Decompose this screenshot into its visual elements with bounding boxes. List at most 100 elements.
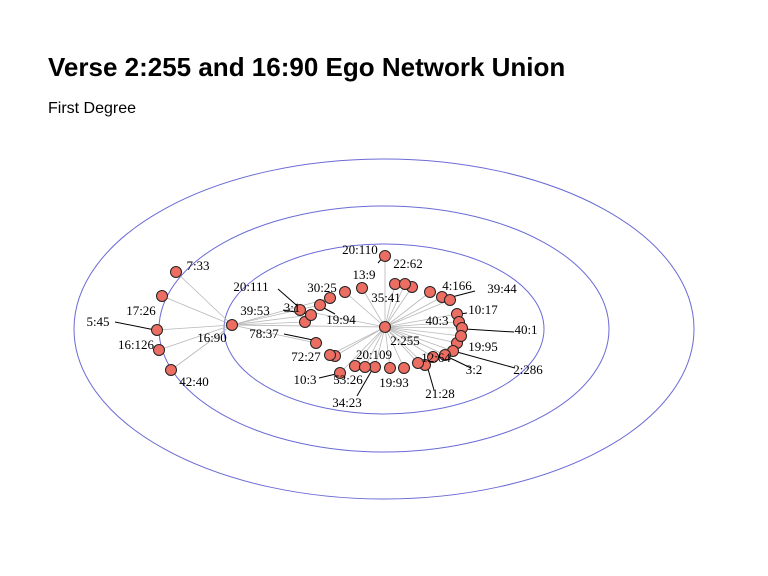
node-labels: 2:255 16:90 7:33 17:26 5:45 16:126 42:40 39:53 7… xyxy=(86,242,543,410)
node-label: 4:166 xyxy=(442,278,472,293)
network-node[interactable] xyxy=(427,351,439,363)
node-label: 5:45 xyxy=(86,314,109,329)
edge-16-90 xyxy=(231,321,306,326)
network-node[interactable] xyxy=(439,349,451,361)
label-leader-line xyxy=(447,356,472,369)
edge-16-90 xyxy=(170,324,233,371)
node-label: 42:40 xyxy=(179,374,209,389)
network-node[interactable] xyxy=(324,349,336,361)
network-node[interactable] xyxy=(455,330,467,342)
network-node[interactable] xyxy=(444,294,456,306)
network-node[interactable] xyxy=(324,292,336,304)
node-label: 22:62 xyxy=(393,256,423,271)
node-label: 13:9 xyxy=(352,267,375,282)
network-node[interactable] xyxy=(379,321,391,333)
network-nodes xyxy=(151,250,468,379)
node-label: 78:37 xyxy=(249,326,279,341)
node-label: 12:64 xyxy=(421,350,451,365)
edge-16-90 xyxy=(231,324,317,344)
edge-2-255 xyxy=(384,283,406,328)
network-node[interactable] xyxy=(424,286,436,298)
node-label: 3:2 xyxy=(466,362,483,377)
edge-2-255 xyxy=(384,321,460,328)
edge-16-90 xyxy=(175,271,233,326)
edge-2-255 xyxy=(339,326,386,374)
node-label: 20:109 xyxy=(356,347,392,362)
node-label: 35:41 xyxy=(371,290,401,305)
network-node[interactable] xyxy=(356,282,368,294)
edge-2-255 xyxy=(354,326,386,367)
node-label: 10:3 xyxy=(293,372,316,387)
edge-2-255 xyxy=(384,299,451,328)
label-leader-line xyxy=(114,321,156,331)
network-node[interactable] xyxy=(339,286,351,298)
chart-title: Verse 2:255 and 16:90 Ego Network Union xyxy=(48,52,566,82)
edge-2-255 xyxy=(384,326,458,344)
edge-2-255 xyxy=(384,291,431,328)
edge-16-90 xyxy=(231,297,331,326)
orbit-ring xyxy=(223,243,545,415)
edge-16-90 xyxy=(231,314,312,326)
label-leader-line xyxy=(427,368,435,391)
network-node[interactable] xyxy=(153,344,165,356)
node-label: 30:25 xyxy=(307,280,337,295)
node-label: 40:3 xyxy=(425,313,448,328)
network-node[interactable] xyxy=(359,361,371,373)
network-node[interactable] xyxy=(334,367,346,379)
network-node[interactable] xyxy=(305,309,317,321)
node-label: 21:28 xyxy=(425,386,455,401)
label-leader-line xyxy=(283,333,314,341)
network-node[interactable] xyxy=(399,278,411,290)
network-node[interactable] xyxy=(379,250,391,262)
node-label: 19:93 xyxy=(379,375,409,390)
network-node[interactable] xyxy=(369,361,381,373)
node-label: 53:26 xyxy=(333,372,363,387)
node-label: 39:44 xyxy=(487,281,517,296)
node-label: 2:286 xyxy=(513,362,543,377)
node-label: 20:111 xyxy=(233,279,268,294)
node-label: 19:94 xyxy=(326,312,356,327)
network-node[interactable] xyxy=(389,278,401,290)
node-label: 7:33 xyxy=(186,258,209,273)
node-label: 3:1 xyxy=(284,300,301,315)
label-leader-line xyxy=(318,373,337,379)
network-node[interactable] xyxy=(170,266,182,278)
edge-2-255 xyxy=(329,326,386,356)
orbit-ring xyxy=(73,158,695,500)
network-node[interactable] xyxy=(412,357,424,369)
edge-2-255 xyxy=(384,326,405,369)
node-label: 34:23 xyxy=(332,395,362,410)
network-node[interactable] xyxy=(314,299,326,311)
edge-16-90 xyxy=(156,324,233,331)
node-label: 16:126 xyxy=(118,337,155,352)
network-node[interactable] xyxy=(384,362,396,374)
edge-2-255 xyxy=(384,326,454,352)
node-label: 72:27 xyxy=(291,349,321,364)
network-node[interactable] xyxy=(226,319,238,331)
chart-subtitle: First Degree xyxy=(48,100,137,117)
node-label: 20:110 xyxy=(342,242,378,257)
network-node[interactable] xyxy=(349,360,361,372)
edge-2-255 xyxy=(364,326,386,368)
edge-2-255 xyxy=(334,326,386,357)
edge-2-255 xyxy=(384,326,446,356)
network-node[interactable] xyxy=(156,290,168,302)
node-label: 19:95 xyxy=(468,339,498,354)
network-node[interactable] xyxy=(310,337,322,349)
edge-2-255 xyxy=(384,326,419,364)
edge-2-255 xyxy=(384,326,462,337)
edge-2-255 xyxy=(361,287,386,328)
network-node[interactable] xyxy=(294,304,306,316)
label-leader-line xyxy=(464,328,515,333)
node-label: 2:255 xyxy=(390,333,420,348)
network-node[interactable] xyxy=(398,362,410,374)
edge-2-255 xyxy=(384,313,458,328)
node-label: 40:1 xyxy=(514,322,537,337)
edge-2-255 xyxy=(384,326,391,369)
network-node[interactable] xyxy=(151,324,163,336)
network-node[interactable] xyxy=(165,364,177,376)
node-label: 39:53 xyxy=(240,303,270,318)
edge-2-255 xyxy=(344,291,386,328)
label-leader-line xyxy=(356,369,373,397)
